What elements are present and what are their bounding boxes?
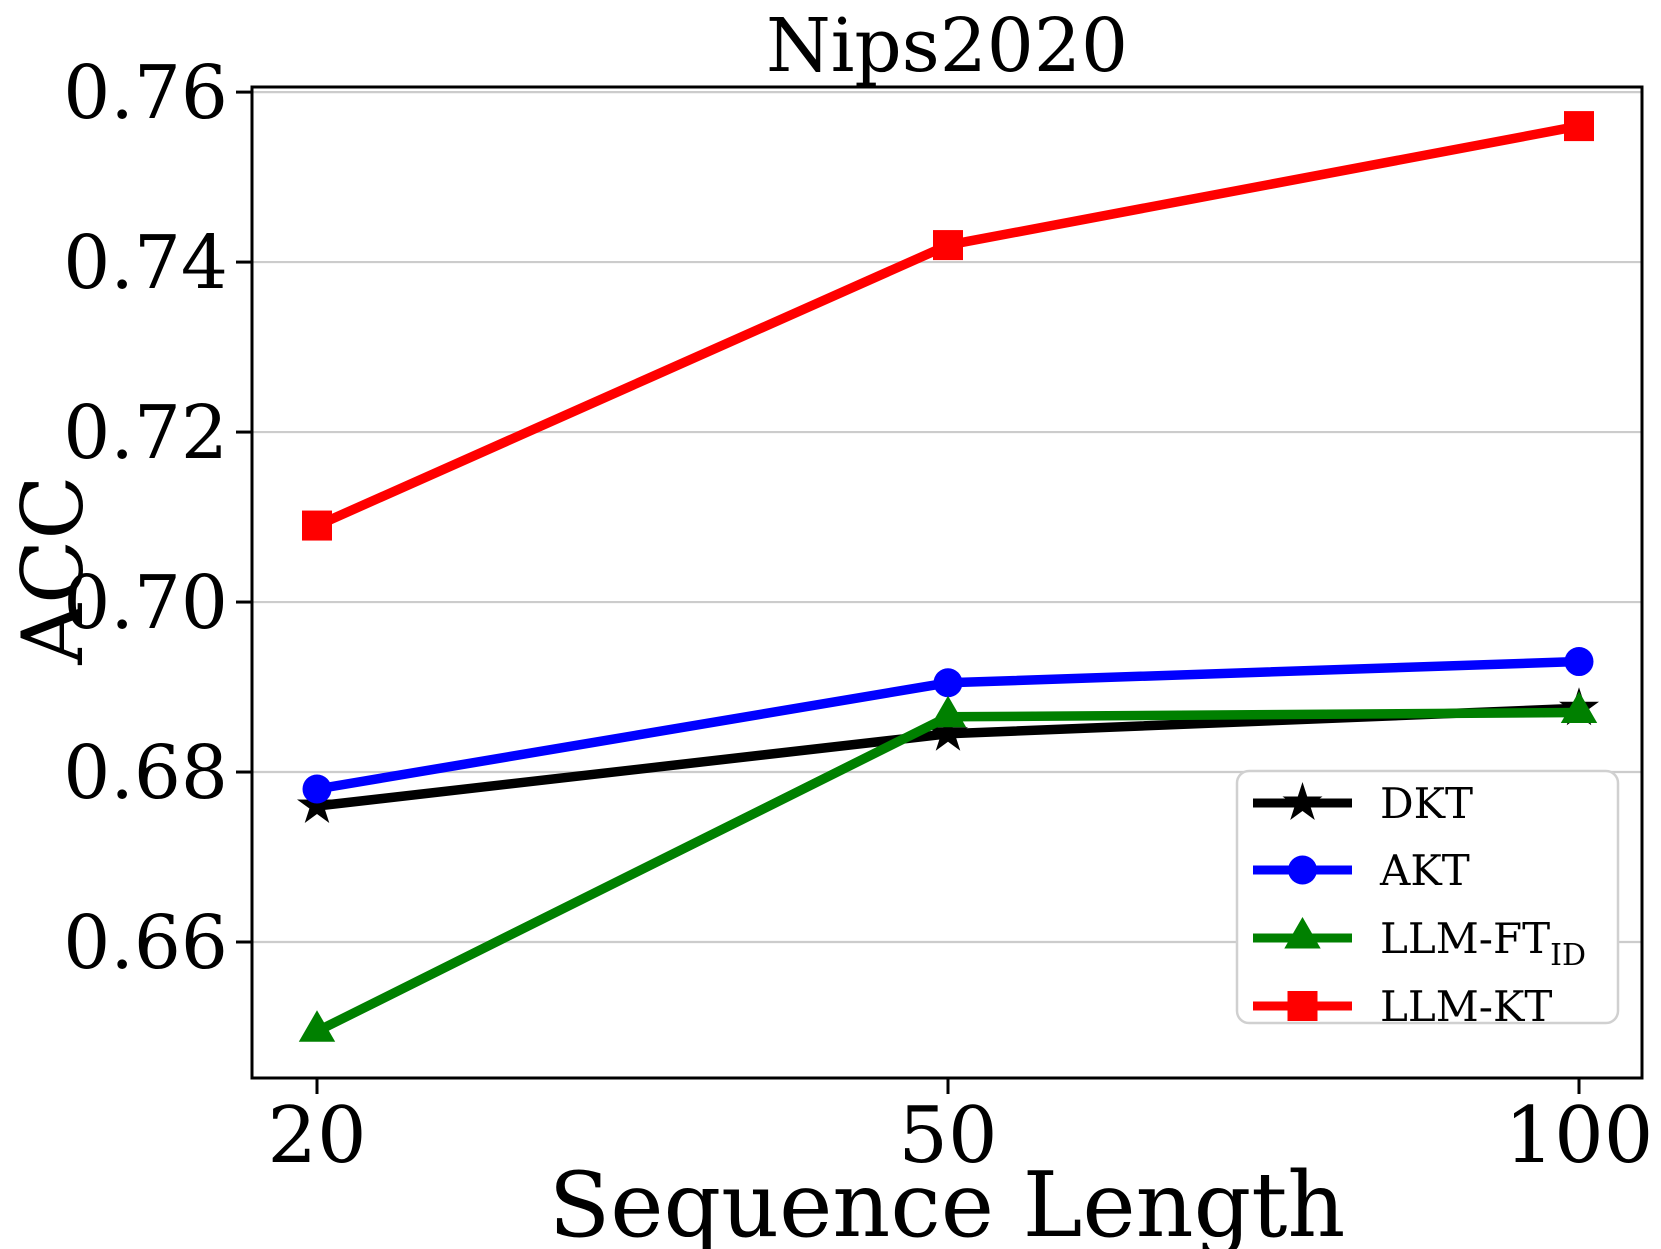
x-axis-label: Sequence Length <box>549 1153 1346 1249</box>
y-axis-label: ACC <box>4 475 102 665</box>
series-marker-DKT-20 <box>297 785 337 823</box>
axis-ticks-layer: 0.76 0.74 0.72 0.70 0.68 0.66 20 50 100 <box>63 50 1653 1181</box>
chart-title: Nips2020 <box>766 3 1128 89</box>
y-tick-label-0.72: 0.72 <box>63 390 228 476</box>
legend-sample-marker-LLM-FT_ID <box>1284 917 1321 949</box>
x-tick-label-50: 50 <box>898 1091 997 1181</box>
series-line-LLM-KT <box>312 121 1584 531</box>
series-marker-LLM-KT-100 <box>1564 111 1594 142</box>
y-tick-label-0.68: 0.68 <box>63 730 228 816</box>
legend-label-LLM-KT: LLM-KT <box>1380 982 1552 1031</box>
series-marker-LLM-KT-50 <box>933 230 963 261</box>
legend: DKT AKT LLM-FTID LLM-KT <box>1235 769 1620 1031</box>
y-tick-label-0.70: 0.70 <box>63 560 228 646</box>
legend-box <box>1235 769 1620 1025</box>
grid-layer <box>252 90 1642 944</box>
series-marker-AKT-100 <box>1564 647 1594 677</box>
series-marker-LLM-FT_ID-100 <box>1560 691 1598 724</box>
series-layer <box>297 111 1599 1042</box>
x-tick-label-100: 100 <box>1505 1091 1654 1181</box>
series-marker-AKT-20 <box>302 774 332 804</box>
legend-row-LLM-FT_ID: LLM-FTID <box>1253 914 1586 973</box>
series-marker-AKT-50 <box>933 668 963 698</box>
y-tick-label-0.66: 0.66 <box>63 900 228 986</box>
legend-sample-marker-LLM-KT <box>1287 991 1318 1021</box>
legend-label-DKT: DKT <box>1380 779 1473 828</box>
y-tick-label-0.76: 0.76 <box>63 50 228 136</box>
legend-row-DKT: DKT <box>1253 779 1473 828</box>
plot-border <box>250 85 1644 1080</box>
legend-row-LLM-KT: LLM-KT <box>1253 982 1552 1031</box>
series-marker-LLM-KT-20 <box>302 510 332 541</box>
legend-sample-marker-AKT <box>1288 855 1317 885</box>
x-tick-label-20: 20 <box>267 1091 366 1181</box>
series-marker-LLM-FT_ID-20 <box>298 1010 336 1042</box>
legend-label-AKT: AKT <box>1379 846 1470 895</box>
series-marker-DKT-50 <box>928 712 968 751</box>
y-tick-label-0.74: 0.74 <box>63 220 228 306</box>
legend-label-LLM-FT_ID: LLM-FTID <box>1380 914 1586 973</box>
series-marker-LLM-FT_ID-50 <box>929 695 967 728</box>
legend-row-AKT: AKT <box>1253 846 1470 895</box>
legend-sample-marker-DKT <box>1282 782 1323 820</box>
